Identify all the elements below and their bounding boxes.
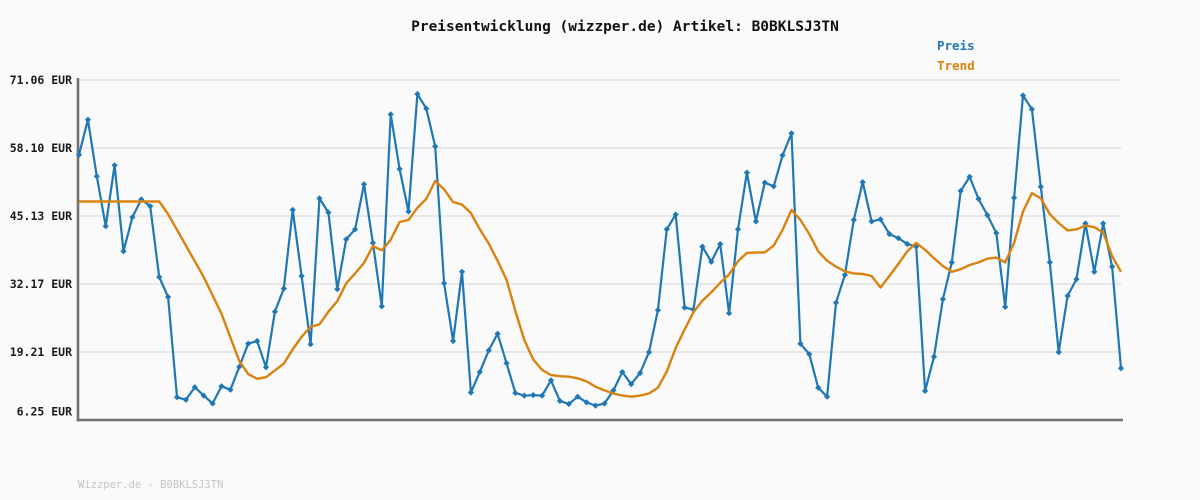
legend-item-trend: Trend [937, 58, 975, 73]
y-tick-label: 6.25 EUR [17, 405, 72, 419]
legend-item-preis: Preis [937, 38, 975, 53]
y-tick-label: 58.10 EUR [10, 141, 72, 155]
price-line [77, 92, 1123, 407]
trend-line [79, 179, 1123, 398]
chart-legend: Preis Trend [937, 39, 975, 72]
y-tick-label: 19.21 EUR [10, 345, 72, 359]
price-markers [75, 90, 1125, 409]
y-tick-label: 45.13 EUR [10, 209, 72, 223]
y-tick-label: 71.06 EUR [10, 73, 72, 87]
y-tick-label: 32.17 EUR [10, 277, 72, 291]
footer-watermark: Wizzper.de - B0BKLSJ3TN [78, 479, 224, 491]
chart-title: Preisentwicklung (wizzper.de) Artikel: B… [411, 19, 839, 35]
